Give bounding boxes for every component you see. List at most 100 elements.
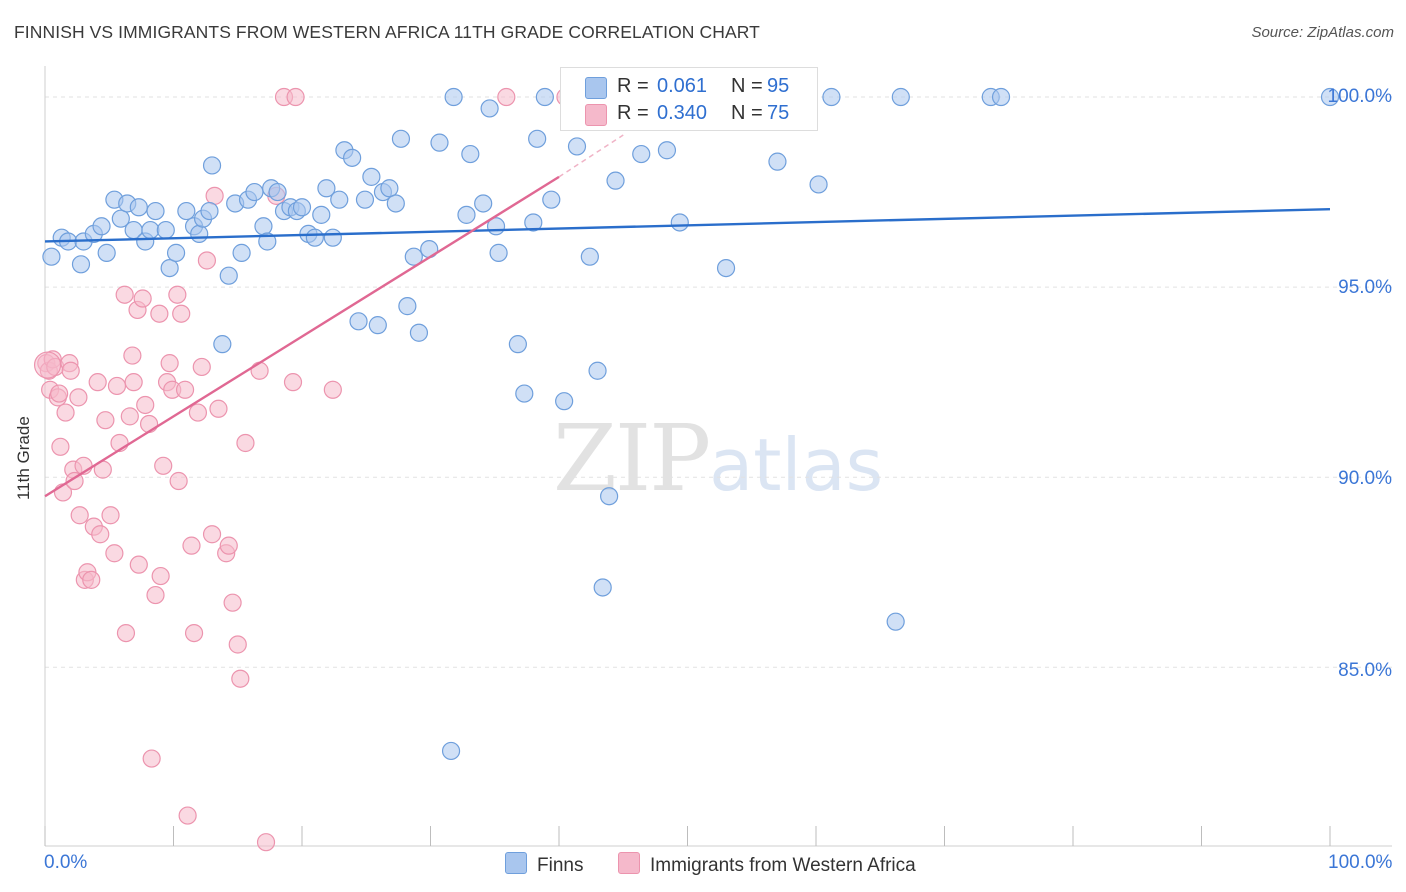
finns-point bbox=[129, 198, 148, 217]
immigrants-point bbox=[69, 388, 88, 407]
series-finns-points bbox=[42, 87, 1340, 761]
n-label: N = bbox=[731, 75, 763, 97]
immigrants-point bbox=[205, 186, 224, 205]
immigrants-point bbox=[151, 566, 170, 586]
finns-point bbox=[580, 247, 599, 266]
finns-point bbox=[809, 175, 828, 194]
immigrants-point bbox=[197, 251, 217, 270]
chart-title: FINNISH VS IMMIGRANTS FROM WESTERN AFRIC… bbox=[14, 22, 760, 42]
finns-point bbox=[71, 255, 91, 274]
finns-point bbox=[542, 190, 561, 209]
immigrants-swatch bbox=[618, 852, 640, 874]
finns-point bbox=[891, 87, 910, 107]
finns-point bbox=[886, 612, 905, 631]
immigrants-point bbox=[146, 585, 165, 605]
n-label: N = bbox=[731, 102, 763, 124]
finns-point bbox=[430, 133, 449, 152]
axes bbox=[44, 66, 1392, 847]
r-label: R = bbox=[617, 75, 649, 97]
n-value: 95 bbox=[767, 75, 790, 97]
finns-swatch bbox=[585, 77, 607, 99]
finns-point bbox=[524, 213, 543, 232]
finns-point bbox=[606, 171, 625, 190]
immigrants-point bbox=[497, 87, 516, 107]
immigrants-point bbox=[129, 555, 148, 574]
finns-point bbox=[386, 194, 405, 213]
finns-point bbox=[535, 87, 554, 107]
source-label: Source: ZipAtlas.com bbox=[1251, 24, 1394, 41]
finns-point bbox=[593, 578, 612, 597]
finns-point bbox=[368, 316, 387, 335]
finns-point bbox=[716, 258, 736, 278]
watermark-zip: ZIP bbox=[553, 405, 711, 512]
finns-point bbox=[258, 232, 277, 251]
finns-point bbox=[305, 228, 324, 247]
legend-label-immigrants: Immigrants from Western Africa bbox=[650, 855, 916, 876]
finns-point bbox=[111, 209, 130, 228]
finns-point bbox=[245, 182, 264, 202]
finns-point bbox=[292, 198, 312, 217]
immigrants-point bbox=[231, 669, 250, 688]
immigrants-point bbox=[184, 623, 204, 643]
finns-point bbox=[362, 167, 381, 186]
immigrants-point bbox=[178, 806, 197, 825]
immigrants-point bbox=[209, 399, 228, 418]
finns-point bbox=[160, 258, 179, 278]
immigrants-point bbox=[175, 380, 195, 399]
finns-point bbox=[343, 148, 362, 167]
stats-legend: R = 0.061 N = 95 R = 0.340 N = 75 bbox=[560, 67, 818, 131]
immigrants-point bbox=[219, 536, 238, 555]
y-tick-label-95: 95.0% bbox=[1338, 277, 1392, 298]
finns-point bbox=[355, 190, 375, 209]
immigrants-point bbox=[256, 833, 276, 852]
immigrants-point bbox=[56, 403, 75, 422]
immigrants-point bbox=[168, 285, 187, 304]
immigrants-point bbox=[50, 384, 69, 403]
finns-point bbox=[312, 205, 331, 224]
watermark: ZIPatlas bbox=[553, 405, 883, 512]
finns-point bbox=[508, 335, 527, 354]
immigrants-point bbox=[88, 373, 107, 392]
r-value: 0.340 bbox=[657, 102, 708, 124]
immigrants-point bbox=[33, 351, 62, 379]
finns-point bbox=[200, 201, 219, 221]
finns-point bbox=[330, 190, 349, 209]
immigrants-point bbox=[96, 411, 115, 430]
x-tick-label-min: 0.0% bbox=[44, 852, 88, 873]
finns-point bbox=[349, 312, 368, 331]
finns-point bbox=[213, 335, 232, 354]
immigrants-trend-extension bbox=[558, 134, 624, 178]
immigrants-point bbox=[123, 346, 142, 365]
finns-point bbox=[555, 392, 574, 411]
y-tick-label-90: 90.0% bbox=[1338, 468, 1392, 489]
immigrants-swatch bbox=[585, 104, 607, 126]
finns-point bbox=[588, 361, 607, 380]
legend-item-immigrants: Immigrants from Western Africa bbox=[618, 852, 916, 877]
immigrants-point bbox=[116, 623, 136, 643]
finns-point bbox=[268, 182, 287, 202]
finns-point bbox=[177, 201, 196, 221]
finns-point bbox=[409, 323, 429, 342]
finns-point bbox=[232, 243, 251, 262]
immigrants-point bbox=[101, 506, 120, 525]
y-tick-label-100: 100.0% bbox=[1327, 86, 1392, 107]
finns-point bbox=[219, 266, 238, 285]
finns-point bbox=[567, 137, 587, 156]
finns-point bbox=[657, 141, 677, 160]
immigrants-trend-line bbox=[44, 175, 560, 498]
finns-trend-line bbox=[44, 207, 1331, 243]
immigrants-point bbox=[236, 433, 255, 453]
immigrants-point bbox=[150, 304, 169, 323]
immigrants-point bbox=[192, 357, 211, 377]
immigrants-point bbox=[120, 407, 139, 426]
finns-point bbox=[391, 129, 411, 148]
finns-point bbox=[489, 243, 508, 262]
legend-item-finns: Finns bbox=[505, 852, 583, 877]
finns-point bbox=[822, 87, 841, 107]
immigrants-point bbox=[286, 87, 305, 107]
finns-point bbox=[670, 213, 689, 232]
finns-point bbox=[474, 194, 493, 213]
finns-swatch bbox=[505, 852, 527, 874]
immigrants-point bbox=[228, 635, 247, 654]
finns-point bbox=[515, 384, 534, 403]
